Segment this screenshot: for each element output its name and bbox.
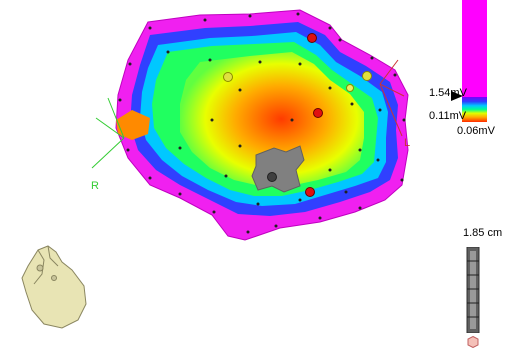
tag-marker-red bbox=[313, 108, 323, 118]
axis-label-right: R bbox=[91, 180, 99, 192]
map-core-hot bbox=[180, 52, 364, 186]
scar-region bbox=[251, 145, 305, 193]
triangle-pointer-icon[interactable] bbox=[451, 91, 463, 101]
color-bar-range-label: 0.06mV bbox=[457, 125, 495, 137]
tag-marker-yellow bbox=[362, 71, 372, 81]
color-bar-gradient bbox=[462, 97, 487, 122]
axis-left bbox=[379, 59, 405, 137]
heart-orientation-icon[interactable] bbox=[14, 244, 90, 330]
hexagon-marker-icon[interactable] bbox=[467, 336, 479, 348]
tag-marker-red bbox=[305, 187, 315, 197]
scale-bar-icon bbox=[466, 247, 480, 333]
tag-marker-red bbox=[307, 33, 317, 43]
scale-label: 1.85 cm bbox=[463, 227, 503, 239]
sample-points bbox=[118, 12, 406, 234]
axis-right bbox=[91, 97, 125, 169]
axis-label-left: L bbox=[404, 137, 411, 149]
tag-marker-yellow bbox=[346, 84, 354, 92]
tag-marker-yellow bbox=[223, 72, 233, 82]
map-blob-left bbox=[116, 110, 150, 140]
voltage-color-bar[interactable] bbox=[462, 0, 487, 122]
tag-marker-dark bbox=[267, 172, 277, 182]
color-bar-magenta bbox=[462, 0, 487, 97]
color-bar-min-label: 0.11mV bbox=[429, 110, 467, 122]
color-bar-max-label: 1.54mV bbox=[429, 87, 467, 99]
